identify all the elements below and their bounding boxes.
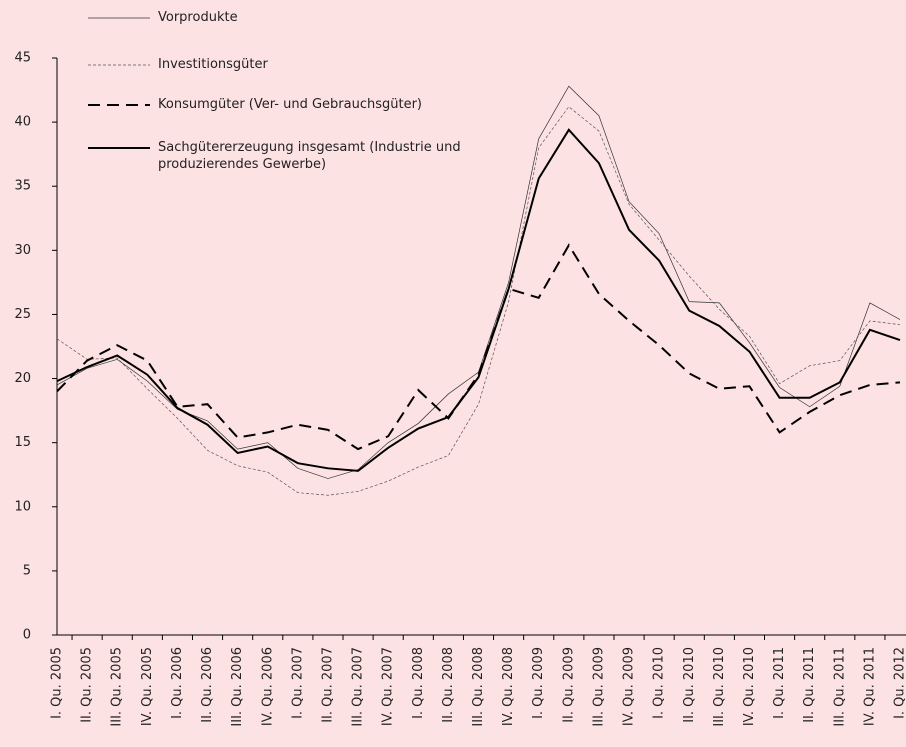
y-tick-label: 30: [14, 243, 31, 258]
x-tick-label: II. Qu. 2010: [682, 647, 697, 723]
legend-label: Investitionsgüter: [158, 57, 268, 72]
y-tick-label: 40: [14, 115, 31, 130]
x-tick-label: I. Qu. 2012: [893, 647, 906, 719]
x-tick-label: I. Qu. 2008: [411, 647, 426, 719]
y-tick-label: 45: [14, 51, 31, 66]
x-tick-label: IV. Qu. 2006: [260, 647, 275, 726]
y-tick-label: 0: [23, 628, 31, 643]
legend-label: Sachgütererzeugung insgesamt (Industrie …: [158, 140, 461, 172]
y-tick-label: 15: [14, 435, 31, 450]
x-tick-label: III. Qu. 2007: [351, 647, 366, 727]
y-tick-label: 25: [14, 307, 31, 322]
series-line: [56, 106, 901, 496]
x-tick-label: I. Qu. 2011: [772, 647, 787, 719]
x-tick-label: IV. Qu. 2007: [381, 647, 396, 726]
x-tick-label: II. Qu. 2007: [320, 647, 335, 723]
x-tick-label: I. Qu. 2006: [170, 647, 185, 719]
x-tick-label: IV. Qu. 2008: [501, 647, 516, 726]
x-tick-label: IV. Qu. 2011: [862, 647, 877, 726]
legend-label: Vorprodukte: [158, 10, 238, 25]
x-tick-label: I. Qu. 2005: [50, 647, 65, 719]
x-tick-label: IV. Qu. 2009: [622, 647, 637, 726]
legend-label: Konsumgüter (Ver- und Gebrauchsgüter): [158, 97, 422, 112]
y-tick-label: 5: [23, 563, 31, 578]
x-tick-label: II. Qu. 2008: [441, 647, 456, 723]
x-tick-label: III. Qu. 2008: [471, 647, 486, 727]
x-tick-label: I. Qu. 2009: [531, 647, 546, 719]
x-tick-label: I. Qu. 2007: [290, 647, 305, 719]
x-tick-label: II. Qu. 2009: [561, 647, 576, 723]
x-tick-label: III. Qu. 2009: [591, 647, 606, 727]
x-tick-label: III. Qu. 2005: [110, 647, 125, 727]
x-tick-label: II. Qu. 2011: [802, 647, 817, 723]
x-tick-label: I. Qu. 2010: [652, 647, 667, 719]
x-tick-label: IV. Qu. 2005: [140, 647, 155, 726]
y-tick-label: 35: [14, 179, 31, 194]
x-tick-label: IV. Qu. 2010: [742, 647, 757, 726]
x-tick-label: III. Qu. 2010: [712, 647, 727, 727]
x-tick-label: II. Qu. 2006: [200, 647, 215, 723]
series-line: [56, 128, 901, 472]
x-tick-label: III. Qu. 2006: [230, 647, 245, 727]
y-tick-label: 20: [14, 371, 31, 386]
y-tick-label: 10: [14, 499, 31, 514]
series-line: [56, 243, 901, 451]
x-tick-label: III. Qu. 2011: [832, 647, 847, 727]
x-tick-label: II. Qu. 2005: [80, 647, 95, 723]
